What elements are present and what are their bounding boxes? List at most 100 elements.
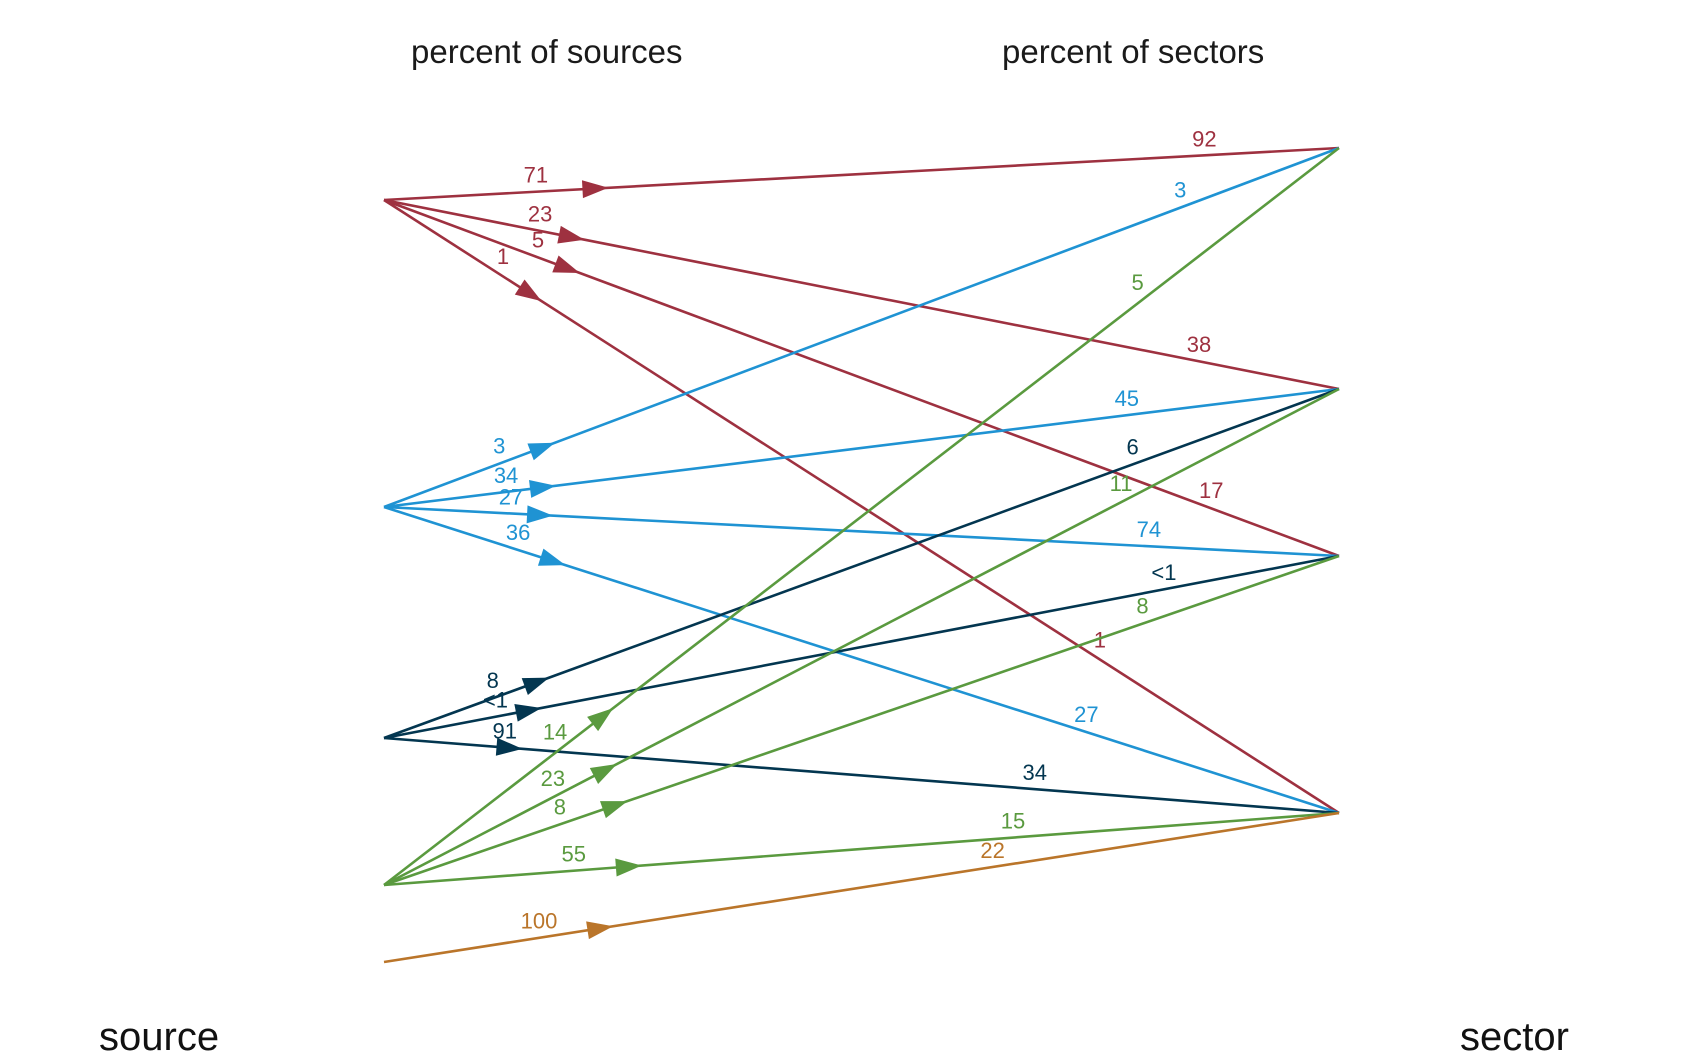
flow-line-petroleum-transportation xyxy=(383,146,1340,202)
flow-sector-pct-coal-residential: <1 xyxy=(1151,560,1176,585)
sector-box-residential: residential and commercial6 10.5 (11%) xyxy=(1339,490,1695,622)
flow-source-pct-petroleum-industrial: 23 xyxy=(528,202,552,227)
source-percent-petroleum: (37%) xyxy=(151,218,245,258)
flow-sector-pct-petroleum-residential: 17 xyxy=(1199,478,1223,503)
flow-sector-pct-coal-industrial: 6 xyxy=(1126,434,1138,459)
sector-label-transportation: transportation xyxy=(1409,90,1625,130)
flow-line-nuclear-electric xyxy=(383,811,1340,964)
sector-box-transportation: transportation 27.8 (29%) xyxy=(1339,10,1695,289)
axis-label-sector: sector xyxy=(1460,1015,1569,1059)
sector-label-commercial: commercial6 xyxy=(1422,536,1612,576)
flow-sector-pct-renewable-industrial: 11 xyxy=(1110,471,1133,496)
source-box-coal: coal3 14.2 (15%) xyxy=(12,633,384,845)
source-percent-natural-gas: (29%) xyxy=(151,528,245,568)
header-percent-of-sectors: percent of sectors xyxy=(1002,33,1265,70)
source-value-renewable: 10.2 (10%) xyxy=(117,885,279,922)
flow-source-pct-renewable-electric: 55 xyxy=(561,842,585,867)
sector-box-electric: electric power7 37.8 (39%) xyxy=(1339,622,1695,1012)
source-value-natural-gas: 28.4 xyxy=(163,488,233,528)
flow-source-pct-petroleum-electric: 1 xyxy=(497,244,509,269)
flow-line-renewable-residential xyxy=(383,554,1340,887)
flow-sector-pct-nuclear-electric: 22 xyxy=(980,838,1004,863)
sector-percent-electric: (39%) xyxy=(1470,836,1564,876)
source-box-nuclear: nuclear electric power 8.4 (9%) xyxy=(12,927,384,1014)
flow-source-pct-renewable-industrial: 23 xyxy=(541,766,565,791)
flow-source-pct-renewable-transportation: 14 xyxy=(543,720,567,745)
flow-source-pct-coal-residential: <1 xyxy=(483,687,508,712)
source-value-coal: 14.2 xyxy=(163,719,233,759)
flow-sector-pct-petroleum-industrial: 38 xyxy=(1187,332,1211,357)
flow-arrow-petroleum-residential xyxy=(552,255,580,273)
flow-source-pct-coal-electric: 91 xyxy=(492,718,516,743)
flow-arrow-coal-residential xyxy=(514,703,542,722)
flow-arrow-coal-industrial xyxy=(521,677,550,696)
flow-sector-pct-renewable-transportation: 5 xyxy=(1131,270,1143,295)
flow-line-natural_gas-electric xyxy=(383,505,1340,815)
flow-source-pct-petroleum-residential: 5 xyxy=(532,227,544,252)
flow-arrow-petroleum-industrial xyxy=(557,225,585,244)
flow-arrow-renewable-transportation xyxy=(587,708,614,732)
flow-sector-pct-petroleum-electric: 1 xyxy=(1094,627,1106,652)
sector-percent-industrial: (22%) xyxy=(1470,409,1564,449)
flow-line-natural_gas-industrial xyxy=(383,387,1340,509)
flow-arrow-coal-electric xyxy=(495,737,523,756)
flow-sector-pct-natural_gas-electric: 27 xyxy=(1074,702,1098,727)
flow-arrow-natural_gas-residential xyxy=(526,505,554,524)
flow-arrow-natural_gas-transportation xyxy=(527,442,555,461)
axis-label-source: source xyxy=(99,1015,220,1059)
sector-value-industrial: 21.3 xyxy=(1482,369,1552,409)
flow-arrow-renewable-residential xyxy=(600,801,628,819)
source-label-coal: coal3 xyxy=(160,680,236,720)
flow-sector-pct-natural_gas-transportation: 3 xyxy=(1174,178,1186,203)
flow-sector-pct-natural_gas-industrial: 45 xyxy=(1115,386,1139,411)
flow-source-pct-petroleum-transportation: 71 xyxy=(524,163,548,188)
sector-value-electric: 37.8 xyxy=(1482,797,1552,837)
flow-line-petroleum-residential xyxy=(383,198,1340,558)
flow-source-pct-coal-industrial: 8 xyxy=(487,668,499,693)
flow-source-pct-natural_gas-residential: 27 xyxy=(499,484,523,509)
sector-label-industrial: industrial5 xyxy=(1441,330,1593,370)
sector-box-industrial: industrial5 21.3 (22%) xyxy=(1339,289,1695,490)
flow-sector-pct-coal-electric: 34 xyxy=(1022,760,1046,785)
source-box-renewable: renewable energy4 10.2 (10%) xyxy=(12,845,384,927)
flow-sector-pct-petroleum-transportation: 92 xyxy=(1192,126,1216,151)
flow-line-renewable-electric xyxy=(383,811,1340,887)
flow-arrow-renewable-electric xyxy=(615,858,642,877)
source-label-petroleum: petroleum1 xyxy=(114,140,282,180)
flow-sector-pct-renewable-electric: 15 xyxy=(1001,809,1025,834)
sector-label-electric: electric power7 xyxy=(1403,758,1631,798)
flow-arrow-petroleum-transportation xyxy=(581,180,609,199)
flow-line-coal-electric xyxy=(383,736,1340,815)
flow-sector-pct-renewable-residential: 8 xyxy=(1136,594,1148,619)
source-label-renewable: renewable energy4 xyxy=(61,848,335,886)
source-box-natural-gas: natural gas2 28.4 (29%) xyxy=(12,384,384,633)
sector-percent-transportation: (29%) xyxy=(1470,169,1564,209)
flow-arrow-natural_gas-electric xyxy=(537,548,566,566)
flow-sector-pct-natural_gas-residential: 74 xyxy=(1137,517,1161,542)
source-value-petroleum: 35.9 xyxy=(163,179,233,219)
flow-source-pct-renewable-residential: 8 xyxy=(554,794,566,819)
header-percent-of-sources: percent of sources xyxy=(411,33,683,70)
flow-source-pct-natural_gas-industrial: 34 xyxy=(494,463,518,488)
flow-source-pct-nuclear-electric: 100 xyxy=(521,909,558,934)
flow-source-pct-natural_gas-electric: 36 xyxy=(506,520,530,545)
source-box-petroleum: petroleum1 35.9 (37%) xyxy=(12,14,384,384)
sector-value-residential: 10.5 (11%) xyxy=(1432,571,1602,611)
flow-arrow-nuclear-electric xyxy=(586,921,614,940)
flow-arrow-renewable-industrial xyxy=(589,763,618,784)
flow-line-petroleum-electric xyxy=(383,198,1340,815)
sector-value-transportation: 27.8 xyxy=(1482,129,1552,169)
flow-source-pct-natural_gas-transportation: 3 xyxy=(493,433,505,458)
source-value-nuclear: 8.4 (9%) xyxy=(135,969,261,1007)
sector-label-residential: residential and xyxy=(1403,500,1631,540)
source-label-nuclear: nuclear electric power xyxy=(37,932,359,970)
source-label-natural-gas: natural gas2 xyxy=(106,449,290,489)
source-percent-coal: (15%) xyxy=(151,758,245,798)
flow-line-renewable-industrial xyxy=(383,387,1340,887)
flow-line-coal-residential xyxy=(383,554,1340,740)
flow-arrow-petroleum-electric xyxy=(514,279,542,302)
flow-line-renewable-transportation xyxy=(383,146,1340,887)
flow-arrow-natural_gas-industrial xyxy=(528,480,556,498)
flow-line-petroleum-industrial xyxy=(383,198,1340,391)
